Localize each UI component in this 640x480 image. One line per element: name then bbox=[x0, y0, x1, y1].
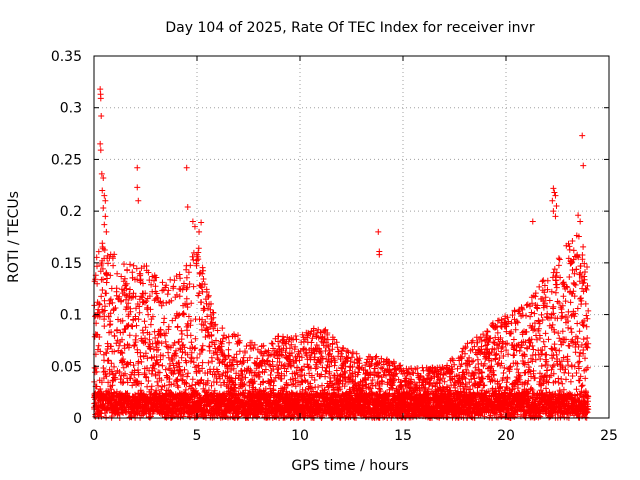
data-points bbox=[91, 86, 592, 421]
y-tick-label: 0.35 bbox=[51, 49, 82, 65]
roti-outlier-point bbox=[196, 228, 203, 235]
roti-outlier-point bbox=[376, 251, 383, 258]
roti-outlier-point bbox=[99, 187, 106, 194]
grid bbox=[94, 56, 609, 418]
roti-outlier-point bbox=[580, 162, 587, 169]
roti-outlier-point bbox=[135, 197, 142, 204]
roti-outlier-point bbox=[550, 185, 557, 192]
roti-scatter-markers bbox=[91, 232, 592, 421]
axis-ticks bbox=[93, 55, 610, 419]
y-tick-label: 0.1 bbox=[60, 308, 82, 324]
chart-title: Day 104 of 2025, Rate Of TEC Index for r… bbox=[165, 20, 534, 36]
roti-outlier-point bbox=[198, 219, 205, 226]
roti-outlier-point bbox=[375, 228, 382, 235]
roti-outlier-point bbox=[184, 204, 191, 211]
roti-outlier-point bbox=[97, 147, 104, 154]
roti-outlier-point bbox=[97, 140, 104, 147]
x-tick-label: 15 bbox=[394, 428, 412, 444]
x-tick-label: 25 bbox=[600, 428, 618, 444]
x-tick-label: 5 bbox=[193, 428, 202, 444]
roti-outlier-point bbox=[134, 184, 141, 191]
roti-outlier-point bbox=[189, 218, 196, 225]
roti-outlier-point bbox=[575, 212, 582, 219]
x-tick-label: 20 bbox=[497, 428, 515, 444]
roti-outlier-point bbox=[101, 192, 108, 199]
y-tick-label: 0.25 bbox=[51, 152, 82, 168]
roti-outlier-point bbox=[552, 192, 559, 199]
y-tick-label: 0.3 bbox=[60, 101, 82, 117]
roti-outlier-point bbox=[103, 228, 110, 235]
roti-outlier-point bbox=[100, 175, 107, 182]
x-tick-label: 10 bbox=[291, 428, 309, 444]
roti-outlier-point bbox=[577, 218, 584, 225]
roti-outlier-point bbox=[98, 170, 105, 177]
y-tick-label: 0.2 bbox=[60, 204, 82, 220]
x-tick-label: 0 bbox=[90, 428, 99, 444]
roti-outlier-point bbox=[101, 221, 108, 228]
roti-outlier-point bbox=[97, 86, 104, 93]
roti-outlier-point bbox=[100, 205, 107, 212]
axis-tick-labels: 0 5 10 15 20 25 0 0.05 0.1 0.15 0.2 0.25 0.3 0.35 bbox=[51, 49, 618, 444]
x-axis-label: GPS time / hours bbox=[291, 458, 408, 474]
y-axis-label: ROTI / TECUs bbox=[6, 191, 22, 283]
roti-outlier-point bbox=[191, 223, 198, 230]
y-tick-label: 0 bbox=[73, 411, 82, 427]
y-tick-label: 0.05 bbox=[51, 359, 82, 375]
roti-outlier-point bbox=[529, 218, 536, 225]
roti-outlier-point bbox=[134, 164, 141, 171]
roti-outlier-point bbox=[549, 197, 556, 204]
plot-frame bbox=[93, 55, 610, 419]
roti-outlier-point bbox=[98, 112, 105, 119]
y-tick-label: 0.15 bbox=[51, 256, 82, 272]
roti-outlier-point bbox=[553, 202, 560, 209]
roti-outlier-point bbox=[102, 197, 109, 204]
roti-outlier-point bbox=[551, 189, 558, 196]
roti-outlier-point bbox=[102, 213, 109, 220]
roti-outlier-point bbox=[579, 132, 586, 139]
roti-outlier-point bbox=[183, 164, 190, 171]
roti-outlier-point bbox=[552, 213, 559, 220]
roti-outlier-point bbox=[97, 95, 104, 102]
roti-outlier-point bbox=[550, 208, 557, 215]
